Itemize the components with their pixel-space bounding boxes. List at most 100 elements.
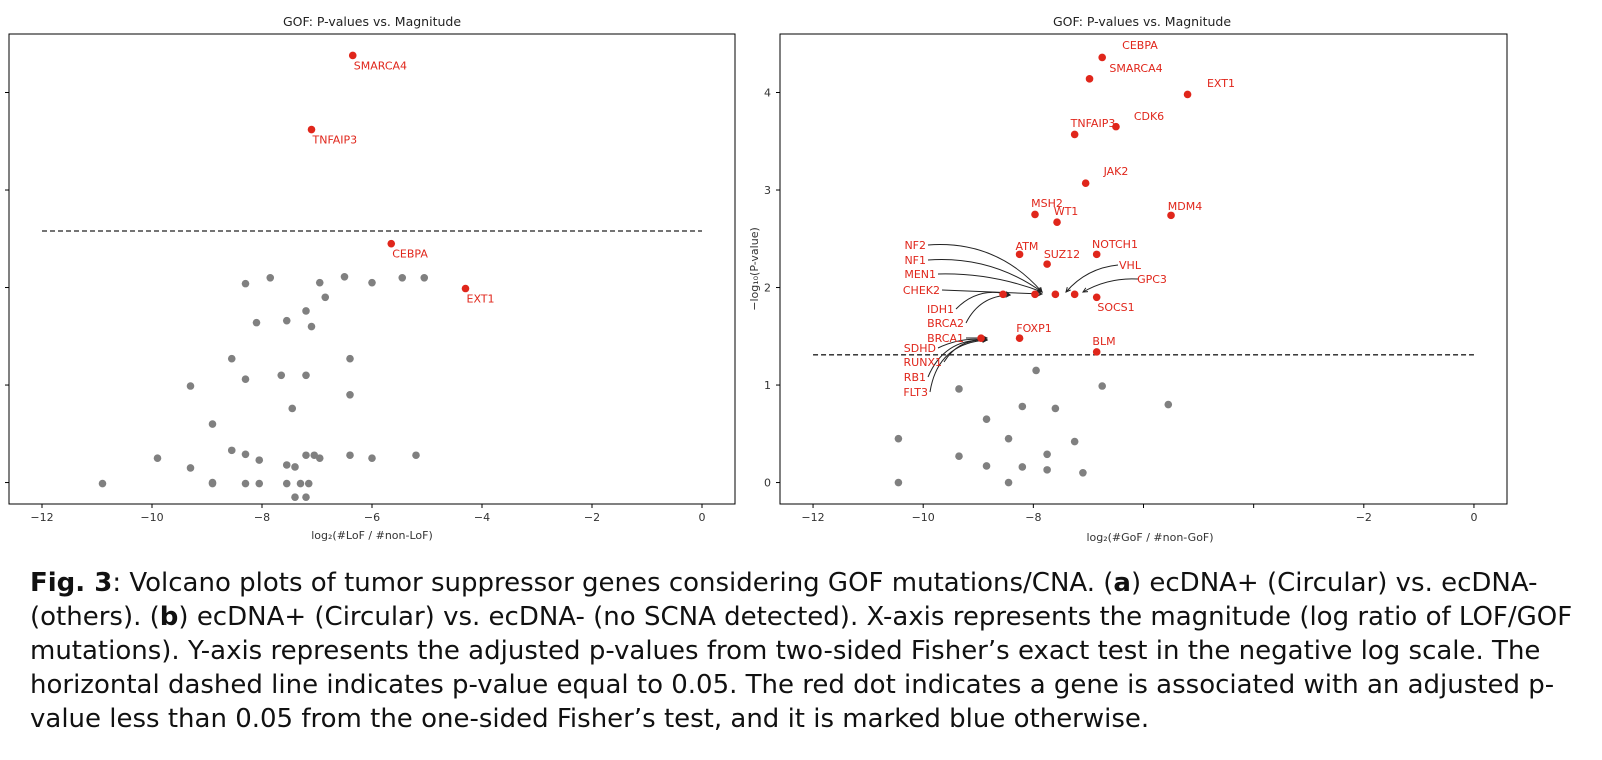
x-tick-label: −8 <box>1025 511 1041 524</box>
annotation-arrow <box>937 273 1043 293</box>
y-tick-label: 3 <box>764 184 771 197</box>
gene-label: BLM <box>1092 335 1115 348</box>
figure-caption: Fig. 3: Volcano plots of tumor suppresso… <box>30 566 1585 736</box>
panel-b: GOF: P-values vs. Magnitude −12 −10 −8 −2 0 0… <box>748 14 1508 544</box>
panel-a-frame <box>8 33 736 505</box>
x-tick-label: 0 <box>699 511 706 524</box>
nonsignificant-point <box>302 493 310 501</box>
significant-point <box>1183 90 1192 99</box>
nonsignificant-point <box>1004 478 1013 487</box>
annotation-arrow <box>1082 278 1139 293</box>
panel-a: GOF: P-values vs. Magnitude −12 −10 −8 −6 −4… <box>5 14 736 542</box>
gene-label: SMARCA4 <box>1109 62 1162 75</box>
nonsignificant-point <box>1079 468 1087 477</box>
gene-label: SDHD <box>904 342 936 355</box>
gene-label: NF2 <box>904 239 926 252</box>
significant-point <box>1112 122 1120 131</box>
gene-label: FLT3 <box>903 386 928 399</box>
nonsignificant-point <box>252 318 261 327</box>
figure: GOF: P-values vs. Magnitude −12 −10 −8 −6 −4… <box>5 14 1508 544</box>
nonsignificant-point <box>420 273 429 282</box>
gene-label: IDH1 <box>927 303 954 316</box>
gene-label: SOCS1 <box>1097 301 1134 314</box>
nonsignificant-point <box>982 462 991 470</box>
nonsignificant-point <box>894 434 903 443</box>
nonsignificant-point <box>982 415 991 423</box>
nonsignificant-point <box>346 354 354 363</box>
significant-point <box>1031 210 1039 219</box>
significant-point <box>1015 250 1024 259</box>
caption-part1: : Volcano plots of tumor suppressor gene… <box>112 568 1114 598</box>
caption-fig-label: Fig. 3 <box>30 568 113 598</box>
significant-point <box>1081 179 1090 187</box>
nonsignificant-point <box>208 479 217 488</box>
significant-point <box>387 239 396 248</box>
caption-part3: ) ecDNA+ (Circular) vs. ecDNA- (no SCNA … <box>30 602 1573 734</box>
nonsignificant-point <box>955 385 963 393</box>
nonsignificant-point <box>368 454 376 462</box>
annotation-arrow <box>965 294 1011 324</box>
gene-label: NOTCH1 <box>1092 238 1138 251</box>
arrow-head <box>1082 287 1089 293</box>
gene-label: MSH2 <box>1031 197 1063 210</box>
annotation-arrow <box>927 259 1043 293</box>
annotation-arrow <box>927 244 1043 293</box>
nonsignificant-point <box>241 375 250 383</box>
significant-point <box>1092 293 1101 302</box>
panel-b-ylabel: −log₁₀(P-value) <box>748 227 761 311</box>
nonsignificant-point <box>255 456 264 464</box>
nonsignificant-point <box>296 479 305 488</box>
panel-b-xlabel: log₂(#GoF / #non-GoF) <box>1086 531 1213 544</box>
panel-b-plot: −12 −10 −8 −2 0 0 1 2 3 4 CEBPA SMARCA4 EXT1 CDK6 TNFA… <box>764 39 1477 524</box>
gene-label: GPC3 <box>1137 273 1167 286</box>
significant-point <box>1098 53 1106 62</box>
annotation-arrow <box>1065 264 1119 293</box>
nonsignificant-point <box>153 454 162 462</box>
gene-label: SUZ12 <box>1044 248 1080 261</box>
nonsignificant-point <box>255 479 264 488</box>
annotation-arrow <box>929 339 988 393</box>
gene-label: RUNX1 <box>904 356 942 369</box>
caption-b: b <box>159 602 179 632</box>
nonsignificant-point <box>291 493 299 501</box>
x-tick-label: 0 <box>1470 511 1477 524</box>
gene-label: TNFAIP3 <box>312 134 358 147</box>
arrow-head <box>1005 292 1012 298</box>
nonsignificant-point <box>1098 382 1106 390</box>
nonsignificant-point <box>266 273 275 282</box>
gene-label: RB1 <box>904 371 926 384</box>
nonsignificant-point <box>1051 404 1060 413</box>
nonsignificant-point <box>282 479 291 488</box>
gene-label: SMARCA4 <box>354 59 407 72</box>
significant-point <box>348 51 357 60</box>
significant-point <box>1051 290 1060 299</box>
nonsignificant-point <box>398 273 407 282</box>
nonsignificant-point <box>368 278 376 287</box>
significant-point <box>1031 290 1039 299</box>
significant-point <box>999 290 1007 299</box>
nonsignificant-point <box>241 479 250 488</box>
significant-point <box>461 284 470 293</box>
x-tick-label: −10 <box>912 511 935 524</box>
caption-part2: ) ecDNA+ (Circular) vs. ecDNA- (others).… <box>30 568 1538 632</box>
nonsignificant-point <box>315 454 324 462</box>
significant-point <box>1092 348 1101 356</box>
gene-label: BRCA2 <box>927 317 964 330</box>
nonsignificant-point <box>346 451 354 460</box>
nonsignificant-point <box>98 479 107 488</box>
significant-point <box>1085 75 1094 83</box>
caption-a: a <box>1113 568 1131 598</box>
gene-label: MEN1 <box>904 268 936 281</box>
nonsignificant-point <box>208 420 217 428</box>
significant-point <box>1015 334 1024 343</box>
gene-label: JAK2 <box>1103 165 1129 178</box>
nonsignificant-point <box>346 390 354 399</box>
significant-point <box>1070 130 1079 139</box>
nonsignificant-point <box>241 279 250 288</box>
significant-point <box>1092 250 1101 259</box>
gene-label: VHL <box>1119 259 1142 272</box>
nonsignificant-point <box>321 293 330 302</box>
panel-a-xlabel: log₂(#LoF / #non-LoF) <box>311 529 433 542</box>
nonsignificant-point <box>315 278 324 287</box>
gene-label: CDK6 <box>1134 110 1164 123</box>
